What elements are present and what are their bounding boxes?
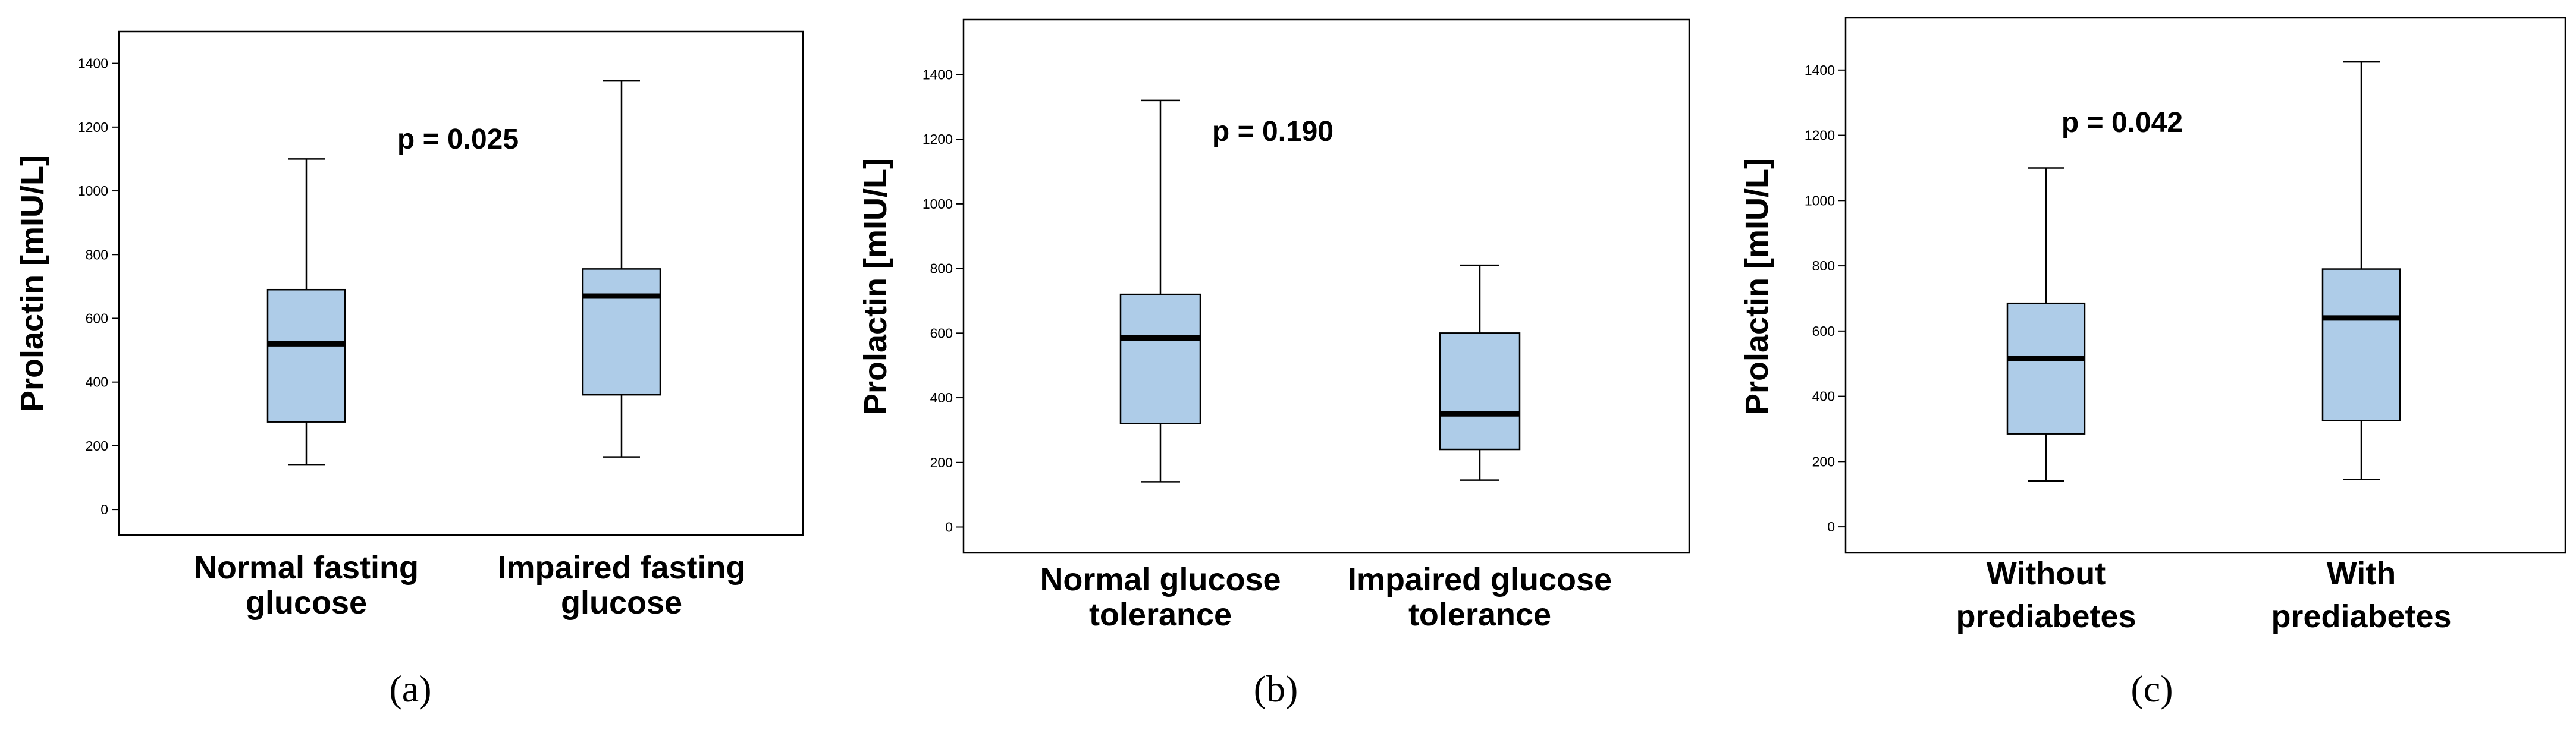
category-label: tolerance [1408,597,1551,633]
y-tick-label: 1400 [923,67,953,82]
category-label: tolerance [1089,597,1232,633]
y-tick-label: 0 [101,502,108,517]
iqr-box [2321,268,2401,421]
y-tick-label: 800 [86,247,108,262]
box-group [266,158,346,466]
category-label: prediabetes [1956,599,2136,634]
y-tick-label: 400 [1812,389,1835,404]
y-tick-label: 1400 [78,56,108,71]
y-tick-label: 600 [930,325,953,341]
y-tick-label: 600 [86,310,108,326]
category-label: Normal fasting [194,550,419,586]
iqr-box [266,288,346,423]
y-tick-label: 1200 [1805,128,1835,143]
box-group [2321,61,2401,480]
iqr-box [1119,293,1201,424]
category-label: Impaired fasting [497,550,745,586]
category-label: prediabetes [2271,599,2451,634]
y-tick-label: 0 [1827,519,1835,534]
category-label: glucose [561,585,682,621]
p-value-annotation: p = 0.042 [2062,107,2183,139]
y-tick-label: 200 [86,438,108,454]
panel-label: (b) [1254,668,1298,710]
category-label: Impaired glucose [1348,562,1612,597]
y-tick-label: 200 [1812,454,1835,469]
y-tick-label: 800 [930,261,953,276]
y-tick-label: 800 [1812,258,1835,273]
box-group [582,80,661,458]
box-group [1439,264,1521,481]
y-tick-label: 400 [86,375,108,390]
p-value-annotation: p = 0.025 [397,124,519,155]
category-label: Without [1987,556,2106,592]
iqr-box [1439,332,1521,451]
y-tick-label: 1400 [1805,62,1835,78]
chart-panel-3: 0 200 400 600 800 1000 1200 1400 Prolactin [mIU/… [1739,17,2566,710]
plot-frame [962,18,1690,554]
y-axis-label: Prolactin [mIU/L] [858,158,893,415]
category-label: glucose [246,585,367,621]
y-tick-label: 1200 [923,131,953,147]
iqr-box [582,268,661,396]
chart-panel-1: 0 200 400 600 800 1000 1200 1400 Prolactin [mIU/… [14,30,804,710]
box-group [1119,99,1201,483]
plot-frame [118,30,804,536]
y-tick-label: 1000 [78,183,108,199]
y-tick-label: 200 [930,455,953,470]
category-label: With [2327,556,2396,592]
chart-panel-2: 0 200 400 600 800 1000 1200 1400 Prolactin [mIU/… [858,18,1690,710]
iqr-box [2006,302,2086,435]
panel-label: (a) [389,668,431,710]
y-tick-label: 400 [930,390,953,405]
p-value-annotation: p = 0.190 [1212,116,1334,147]
y-axis-label: Prolactin [mIU/L] [14,155,50,412]
box-group [2006,167,2086,482]
category-label: Normal glucose [1040,562,1281,597]
panel-label: (c) [2131,668,2173,710]
plot-frame [1844,17,2566,554]
y-tick-label: 1000 [1805,193,1835,208]
y-axis-label: Prolactin [mIU/L] [1739,158,1775,415]
y-tick-label: 1000 [923,196,953,212]
y-tick-label: 0 [945,520,953,535]
y-tick-label: 1200 [78,119,108,135]
y-tick-label: 600 [1812,323,1835,339]
